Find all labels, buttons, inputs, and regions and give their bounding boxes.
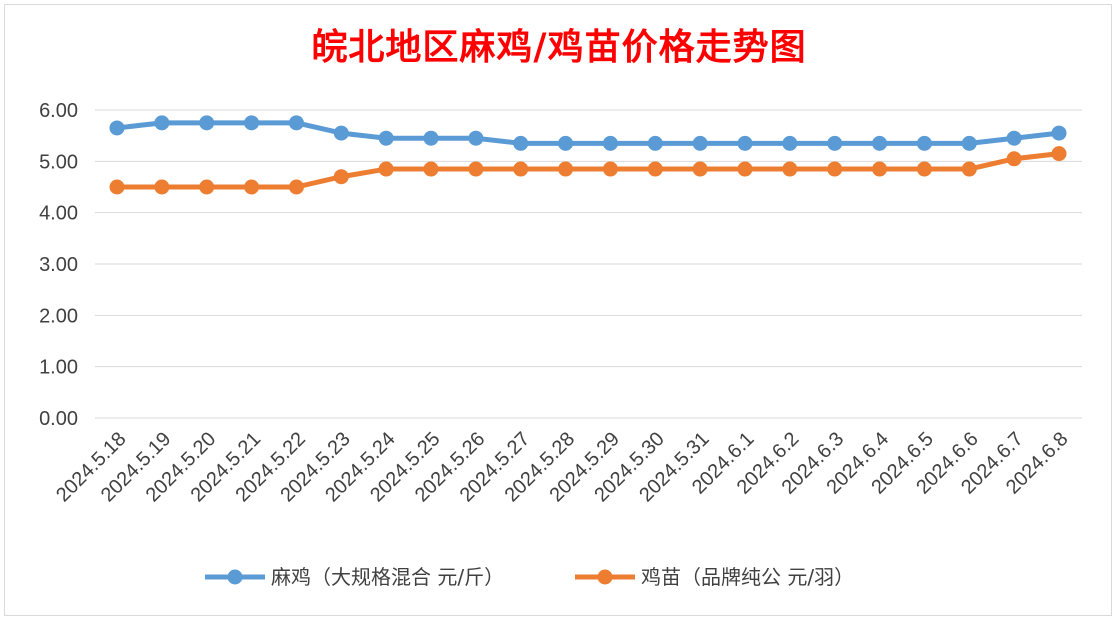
- data-point: [647, 161, 663, 177]
- data-point: [244, 179, 260, 195]
- data-point: [378, 130, 394, 146]
- data-point: [782, 161, 798, 177]
- data-point: [513, 161, 529, 177]
- y-axis-ticks: 0.00 1.00 2.00 3.00 4.00 5.00 6.00: [39, 100, 78, 430]
- data-point: [468, 161, 484, 177]
- data-point: [1006, 130, 1022, 146]
- data-point: [199, 115, 215, 131]
- data-point: [961, 135, 977, 151]
- legend-label-1: 麻鸡（大规格混合 元/斤）: [271, 565, 504, 589]
- data-point: [288, 179, 304, 195]
- series-line-2: [117, 151, 1060, 190]
- chart-title: 皖北地区麻鸡/鸡苗价格走势图: [311, 26, 807, 68]
- legend-marker-1: [227, 569, 243, 585]
- data-point: [872, 161, 888, 177]
- y-tick-label: 2.00: [39, 305, 78, 327]
- data-point: [1051, 125, 1067, 141]
- chart-frame: [4, 4, 1112, 616]
- data-point: [244, 115, 260, 131]
- data-point: [916, 161, 932, 177]
- data-point: [827, 135, 843, 151]
- data-point: [288, 115, 304, 131]
- y-tick-label: 0.00: [39, 408, 78, 430]
- data-point: [378, 161, 394, 177]
- data-point: [154, 115, 170, 131]
- data-point: [872, 135, 888, 151]
- data-point: [333, 125, 349, 141]
- series-line-1: [116, 120, 1060, 146]
- legend: 麻鸡（大规格混合 元/斤） 鸡苗（品牌纯公 元/羽）: [205, 565, 854, 589]
- data-point: [1051, 146, 1067, 162]
- legend-label-2: 鸡苗（品牌纯公 元/羽）: [641, 565, 854, 589]
- data-point: [692, 135, 708, 151]
- data-point: [602, 135, 618, 151]
- data-point: [558, 135, 574, 151]
- data-point: [827, 161, 843, 177]
- data-point: [961, 161, 977, 177]
- data-point: [602, 161, 618, 177]
- data-point: [513, 135, 529, 151]
- data-point: [916, 135, 932, 151]
- data-point: [558, 161, 574, 177]
- data-point: [154, 179, 170, 195]
- data-point: [333, 169, 349, 185]
- data-point: [647, 135, 663, 151]
- data-point: [423, 130, 439, 146]
- data-point: [109, 179, 125, 195]
- data-point: [109, 120, 125, 136]
- y-tick-label: 5.00: [39, 151, 78, 173]
- y-tick-label: 1.00: [39, 357, 78, 379]
- legend-marker-2: [597, 569, 613, 585]
- gridlines: [95, 109, 1082, 419]
- data-point: [737, 135, 753, 151]
- series-group: [109, 115, 1067, 195]
- x-axis-ticks: 2024.5.182024.5.192024.5.202024.5.212024…: [52, 428, 1072, 506]
- y-tick-label: 3.00: [39, 254, 78, 276]
- data-point: [692, 161, 708, 177]
- data-point: [199, 179, 215, 195]
- data-point: [737, 161, 753, 177]
- y-tick-label: 4.00: [39, 203, 78, 225]
- data-point: [1006, 151, 1022, 167]
- data-point: [468, 130, 484, 146]
- data-point: [782, 135, 798, 151]
- data-point: [423, 161, 439, 177]
- y-tick-label: 6.00: [39, 100, 78, 122]
